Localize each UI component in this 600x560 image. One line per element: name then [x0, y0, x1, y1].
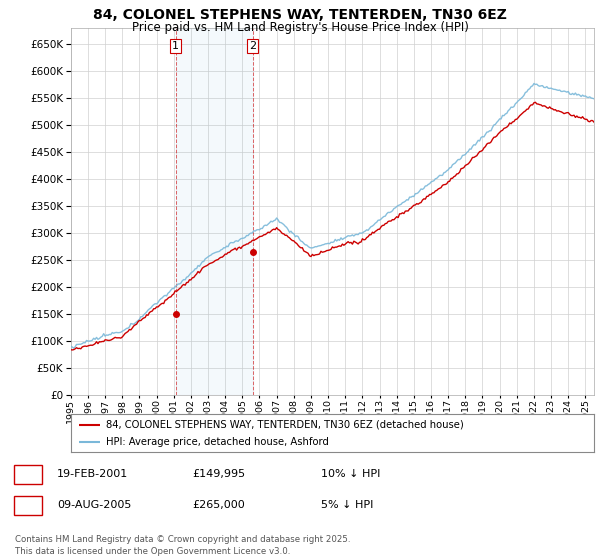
Text: 2: 2	[25, 498, 32, 512]
Text: Price paid vs. HM Land Registry's House Price Index (HPI): Price paid vs. HM Land Registry's House …	[131, 21, 469, 34]
Text: 5% ↓ HPI: 5% ↓ HPI	[321, 500, 373, 510]
Text: HPI: Average price, detached house, Ashford: HPI: Average price, detached house, Ashf…	[106, 437, 329, 447]
Bar	[176, 28, 253, 395]
Text: 1: 1	[25, 468, 32, 481]
Text: 09-AUG-2005: 09-AUG-2005	[57, 500, 131, 510]
Text: 1: 1	[172, 41, 179, 51]
Text: £149,995: £149,995	[192, 469, 245, 479]
Text: Contains HM Land Registry data © Crown copyright and database right 2025.
This d: Contains HM Land Registry data © Crown c…	[15, 535, 350, 556]
Text: 84, COLONEL STEPHENS WAY, TENTERDEN, TN30 6EZ (detached house): 84, COLONEL STEPHENS WAY, TENTERDEN, TN3…	[106, 419, 464, 430]
Text: 84, COLONEL STEPHENS WAY, TENTERDEN, TN30 6EZ: 84, COLONEL STEPHENS WAY, TENTERDEN, TN3…	[93, 8, 507, 22]
Text: 10% ↓ HPI: 10% ↓ HPI	[321, 469, 380, 479]
Text: 2: 2	[249, 41, 256, 51]
Text: £265,000: £265,000	[192, 500, 245, 510]
Text: 19-FEB-2001: 19-FEB-2001	[57, 469, 128, 479]
